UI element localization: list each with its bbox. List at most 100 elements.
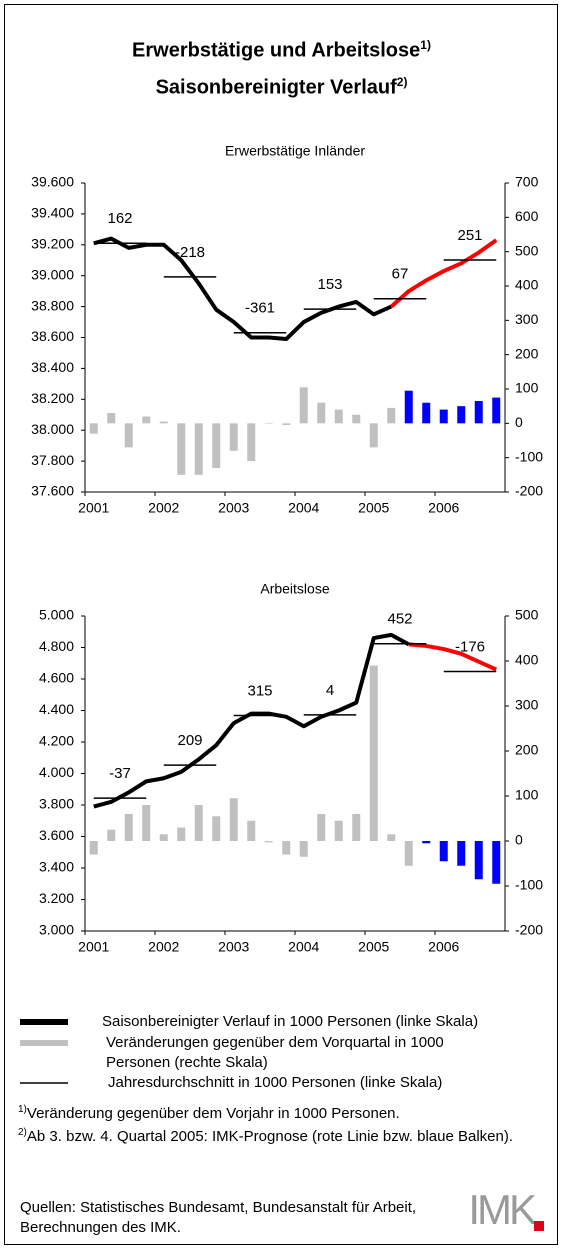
footnote-text: Veränderung gegenüber dem Vorjahr in 100… [26,1105,400,1122]
y2-tick-label: -200 [515,483,543,499]
bar [492,397,501,424]
bar [89,423,98,434]
bar [264,423,273,424]
bar [369,665,378,841]
bar [299,387,308,424]
bar [317,402,326,424]
legend-entry: Jahresdurchschnitt in 1000 Personen (lin… [108,1074,443,1091]
bar [247,423,256,462]
bar [334,409,343,424]
y-tick-label: 4.200 [39,733,74,749]
bar [212,423,221,468]
y-tick-label: 3.800 [39,796,74,812]
change-label: -37 [109,765,131,782]
footnote-mark: 1) [18,1104,27,1115]
y2-tick-label: -100 [515,877,543,893]
x-tick-label: 2005 [358,939,389,955]
y-tick-label: 38.800 [31,297,74,313]
y-tick-label: 38.200 [31,390,74,406]
y2-tick-label: 100 [515,787,539,803]
change-label: -176 [455,638,485,655]
x-tick-label: 2002 [148,939,179,955]
y-tick-label: 4.600 [39,670,74,686]
y-tick-label: 3.400 [39,859,74,875]
y-tick-label: 38.400 [31,359,74,375]
x-tick-label: 2003 [218,500,249,516]
change-label: 67 [392,266,409,283]
bar [124,423,133,448]
bar [457,406,466,424]
bar [194,423,203,475]
legend-entry: Veränderungen gegenüber dem Vorquartal i… [106,1034,444,1071]
y2-tick-label: 200 [515,345,539,361]
x-tick-label: 2004 [288,500,319,516]
y-tick-label: 37.800 [31,452,74,468]
y2-tick-label: 300 [515,311,539,327]
y-tick-label: 39.600 [31,174,74,190]
bar [422,841,431,844]
change-label: 452 [387,611,412,628]
y-tick-label: 3.200 [39,890,74,906]
y2-tick-label: 500 [515,242,539,258]
change-label: 4 [326,682,334,699]
change-label: 162 [107,210,132,227]
change-label: 315 [247,683,272,700]
bar [229,798,238,841]
bar [159,834,168,841]
line [389,238,498,309]
bar [352,814,361,841]
footnote-text: Ab 3. bzw. 4. Quartal 2005: IMK-Prognose… [26,1128,514,1145]
bar [439,409,448,424]
bar [404,841,413,866]
footnote: 2)Ab 3. bzw. 4. Quartal 2005: IMK-Progno… [18,1123,552,1147]
title-sup: 2) [396,74,408,89]
y2-tick-label: 400 [515,652,539,668]
bar [107,413,116,424]
bar [457,841,466,866]
y2-tick-label: 300 [515,697,539,713]
bar [474,841,483,880]
line [93,632,410,809]
logo: IMK [468,1186,537,1233]
bar [282,841,291,855]
y2-tick-label: 600 [515,208,539,224]
y2-tick-label: 0 [515,414,523,430]
title-line: Erwerbstätige und Arbeitslose1) [0,30,563,67]
bar [282,423,291,426]
x-tick-label: 2001 [78,500,109,516]
bar [107,829,116,841]
y-tick-label: 4.400 [39,701,74,717]
y2-tick-label: -200 [515,922,543,938]
bar [334,820,343,841]
bar [387,834,396,841]
title-text: Saisonbereinigter Verlauf [155,76,397,99]
y2-tick-label: 700 [515,174,539,190]
y2-tick-label: -100 [515,448,543,464]
x-tick-label: 2006 [428,500,459,516]
bar [387,407,396,424]
bar [89,841,98,855]
bar [124,814,133,841]
y-tick-label: 3.000 [39,922,74,938]
frame [4,4,558,1245]
line [93,236,393,342]
y-tick-label: 4.000 [39,764,74,780]
bar [177,423,186,475]
bar [229,423,238,451]
y-tick-label: 39.200 [31,236,74,252]
bar [247,820,256,841]
change-label: -218 [175,244,205,261]
x-tick-label: 2001 [78,939,109,955]
bar [194,805,203,841]
y2-tick-label: 500 [515,607,539,623]
x-tick-label: 2003 [218,939,249,955]
y2-tick-label: 0 [515,832,523,848]
source: Quellen: Statistisches Bundesamt, Bundes… [20,1199,417,1236]
change-label: 153 [317,276,342,293]
y-tick-label: 3.600 [39,827,74,843]
title-line: Saisonbereinigter Verlauf2) [0,67,563,104]
x-tick-label: 2006 [428,939,459,955]
bar [439,841,448,862]
x-tick-label: 2002 [148,500,179,516]
